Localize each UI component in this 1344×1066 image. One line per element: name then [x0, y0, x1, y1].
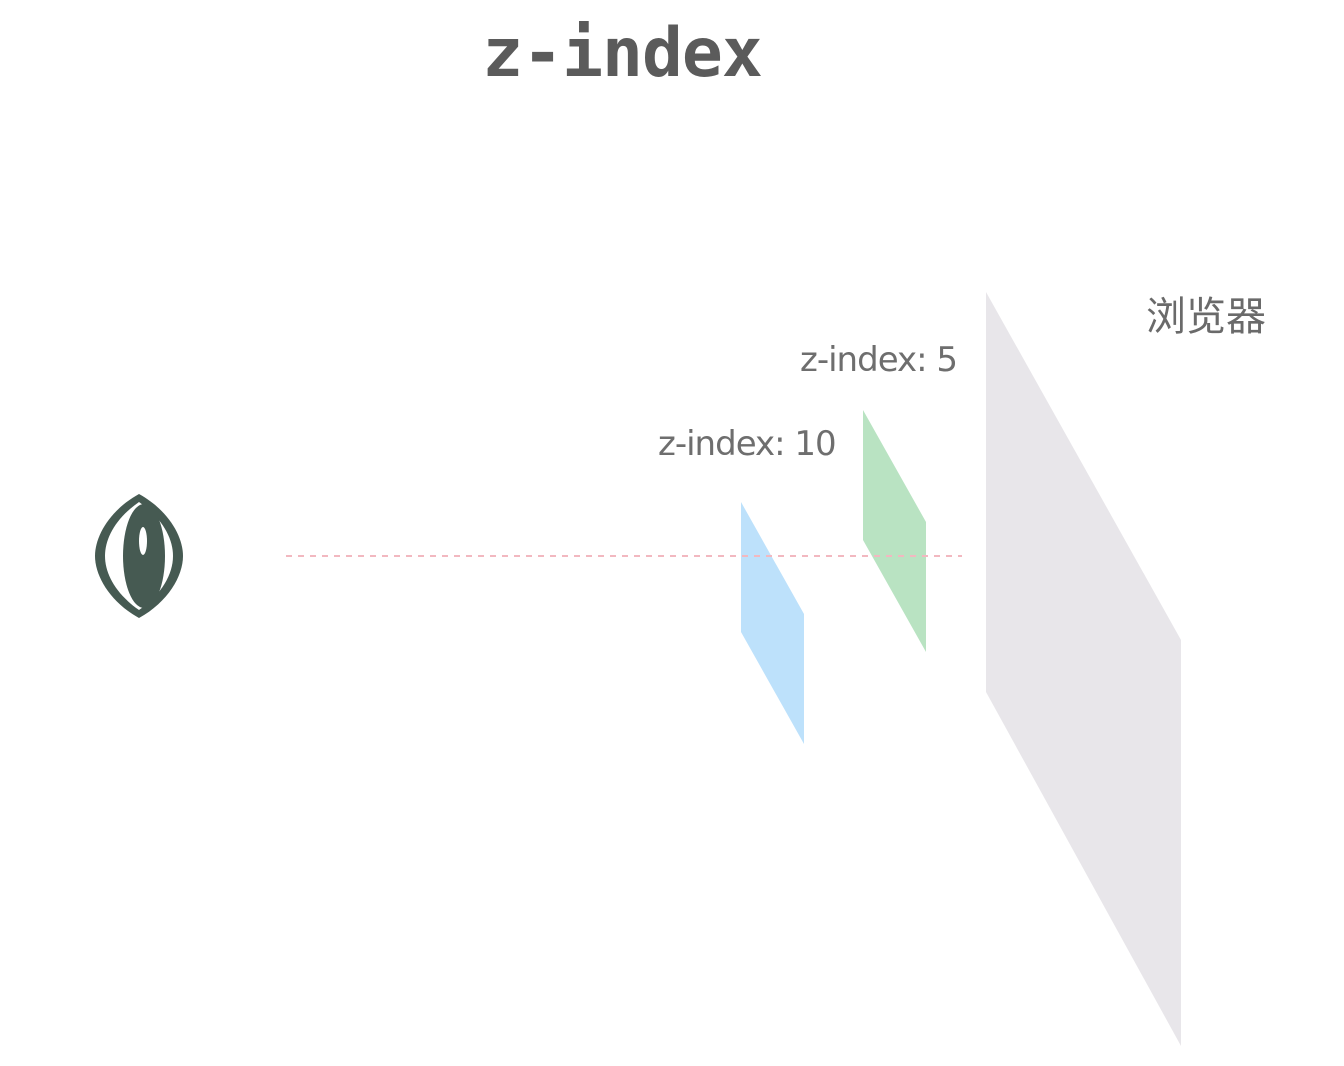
browser-label: 浏览器	[1146, 294, 1266, 340]
layer-z-index-10	[741, 502, 804, 744]
browser-plane	[986, 292, 1181, 1046]
layer-z-index-5	[863, 410, 926, 652]
diagram-title: z-index	[482, 14, 763, 93]
eye-icon	[95, 494, 183, 618]
layer-label-z-index-10: z-index: 10	[658, 424, 837, 464]
layer-label-z-index-5: z-index: 5	[800, 340, 958, 380]
